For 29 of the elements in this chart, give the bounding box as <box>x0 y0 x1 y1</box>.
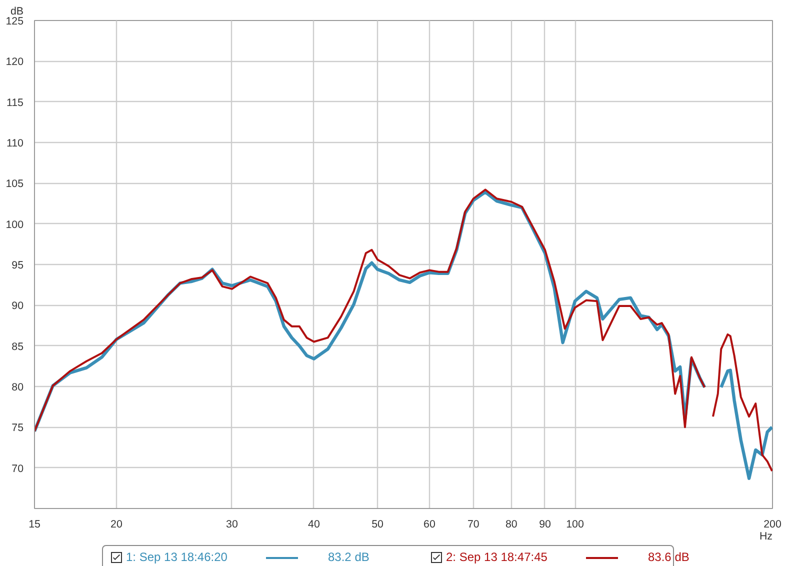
y-tick-label: 95 <box>12 260 24 272</box>
text: 2: Sep 13 18:47:45 <box>446 549 548 566</box>
x-tick-label: 50 <box>372 518 384 530</box>
y-tick-label: 120 <box>6 56 24 68</box>
x-tick-label: 70 <box>467 518 480 530</box>
y-tick-label: 115 <box>6 96 24 109</box>
y-tick-label: 85 <box>12 340 24 353</box>
y-tick-label: 100 <box>6 218 24 231</box>
x-tick-label: 15 <box>28 518 40 530</box>
y-tick-label: 105 <box>6 178 24 190</box>
x-axis-title: Hz <box>759 530 773 542</box>
x-tick-label: 60 <box>424 518 436 530</box>
y-tick-label: 110 <box>6 138 24 150</box>
x-tick-label: 90 <box>539 518 551 530</box>
y-tick-label: 75 <box>12 422 24 434</box>
text: 83.2 dB <box>328 550 370 564</box>
y-tick-label: 70 <box>12 462 24 475</box>
x-tick-label: 80 <box>506 518 518 530</box>
x-tick-label: 100 <box>566 518 584 530</box>
text: 83.6 dB <box>648 550 690 564</box>
y-tick-label: 125 <box>6 16 24 28</box>
x-tick-label: 20 <box>110 518 122 530</box>
x-tick-label: 30 <box>226 518 238 530</box>
x-tick-label: 40 <box>308 518 320 530</box>
y-tick-label: 90 <box>12 300 24 312</box>
text: 1: Sep 13 18:46:20 <box>126 549 228 566</box>
y-axis-title: dB <box>10 6 24 18</box>
x-tick-label: 200 <box>764 518 782 530</box>
y-tick-label: 80 <box>12 382 24 394</box>
